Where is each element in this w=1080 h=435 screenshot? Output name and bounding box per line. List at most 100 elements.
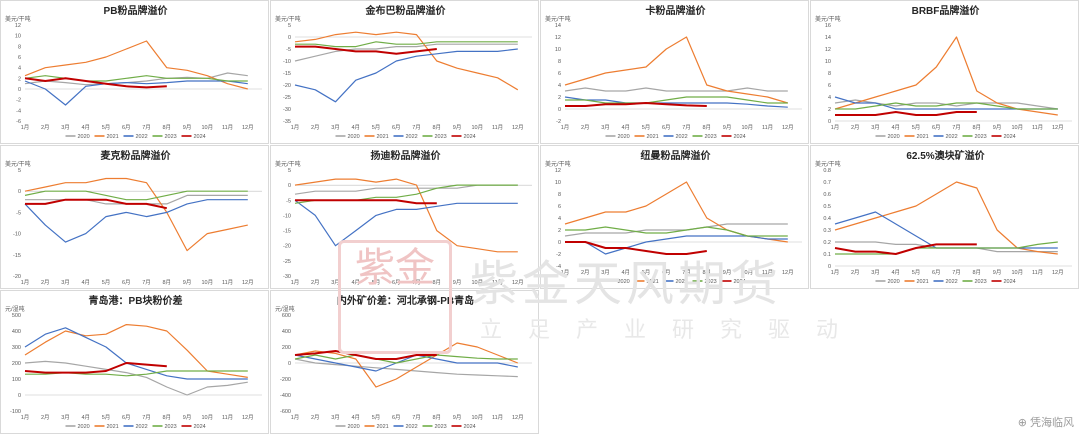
x-tick-label: 8月 — [703, 124, 712, 131]
legend-label-2024: 2024 — [464, 134, 476, 140]
x-tick-label: 2月 — [41, 124, 50, 131]
y-tick-label: -20 — [283, 244, 291, 250]
series-line-2022 — [24, 199, 248, 243]
x-tick-label: 7月 — [412, 279, 421, 286]
y-tick-label: 14 — [555, 23, 561, 29]
x-tick-label: 2月 — [41, 414, 50, 421]
series-line-2023 — [565, 96, 788, 104]
series-line-2024 — [834, 243, 977, 255]
y-tick-label: 2 — [18, 76, 21, 82]
x-tick-label: 8月 — [973, 269, 982, 276]
legend-label-2023: 2023 — [435, 424, 447, 430]
y-tick-label: 14 — [825, 35, 831, 41]
series-line-2021 — [24, 323, 248, 378]
series-line-2022 — [294, 48, 518, 103]
y-tick-label: 0.3 — [823, 228, 831, 234]
x-tick-label: 10月 — [471, 414, 483, 421]
x-tick-label: 10月 — [201, 279, 213, 286]
legend-label-2024: 2024 — [1004, 134, 1016, 140]
y-tick-label: -10 — [13, 232, 21, 238]
chart-title: BRBF品牌溢价 — [912, 4, 981, 17]
y-tick-label: 400 — [282, 329, 291, 335]
y-tick-label: -15 — [283, 229, 291, 235]
x-tick-label: 5月 — [372, 279, 381, 286]
x-tick-label: 5月 — [642, 269, 651, 276]
x-tick-label: 9月 — [183, 124, 192, 131]
x-tick-label: 1月 — [291, 414, 300, 421]
series-line-2022 — [24, 80, 248, 106]
legend-label-2020: 2020 — [348, 134, 360, 140]
legend-label-2021: 2021 — [107, 424, 119, 430]
x-tick-label: 7月 — [412, 414, 421, 421]
legend-label-2023: 2023 — [435, 134, 447, 140]
x-tick-label: 12月 — [1052, 124, 1064, 131]
y-tick-label: 200 — [12, 361, 21, 367]
y-unit-label: 美元/干吨 — [815, 15, 841, 23]
x-tick-label: 10月 — [1011, 124, 1023, 131]
x-tick-label: 5月 — [102, 124, 111, 131]
footer-mark: ⊕ 凭海临风 — [1017, 417, 1074, 429]
y-tick-label: 0 — [18, 189, 21, 195]
y-tick-label: -4 — [556, 264, 561, 270]
y-tick-label: 12 — [555, 168, 561, 174]
chart-title: 青岛港：PB块粉价差 — [89, 294, 183, 307]
series-line-2020 — [564, 223, 788, 237]
chart-panel-9: 青岛港：PB块粉价差 元/湿吨 -100 0 100 200 300 400 500 1月 2月 3月… — [0, 290, 269, 434]
series-line-2024 — [565, 102, 707, 107]
y-tick-label: -5 — [286, 47, 291, 53]
x-tick-label: 10月 — [741, 124, 753, 131]
x-tick-label: 3月 — [331, 279, 340, 286]
y-tick-label: -200 — [280, 377, 291, 383]
series-line-2024 — [24, 77, 167, 89]
y-unit-label: 美元/干吨 — [815, 160, 841, 168]
y-tick-label: -2 — [556, 119, 561, 125]
legend-label-2024: 2024 — [194, 424, 206, 430]
x-tick-label: 4月 — [351, 124, 360, 131]
legend-label-2022: 2022 — [406, 424, 418, 430]
x-tick-label: 7月 — [412, 124, 421, 131]
x-tick-label: 4月 — [621, 124, 630, 131]
x-tick-label: 2月 — [41, 279, 50, 286]
x-tick-label: 5月 — [912, 124, 921, 131]
x-tick-label: 6月 — [122, 414, 131, 421]
series-line-2023 — [295, 41, 518, 48]
legend-label-2021: 2021 — [377, 134, 389, 140]
y-tick-label: 4 — [18, 66, 21, 72]
y-tick-label: 12 — [15, 23, 21, 29]
y-tick-label: 200 — [282, 345, 291, 351]
legend-label-2023: 2023 — [165, 424, 177, 430]
chart-panel-5: 麦克粉品牌溢价 美元/干吨 -20 -15 -10 -5 0 5 1月 2月 3月 4月 5月 6月 7月 8… — [0, 145, 269, 289]
x-tick-label: 2月 — [581, 269, 590, 276]
x-tick-label: 7月 — [682, 124, 691, 131]
x-tick-label: 11月 — [222, 279, 233, 286]
x-tick-label: 8月 — [163, 124, 172, 131]
x-tick-label: 9月 — [453, 124, 462, 131]
y-tick-label: 0 — [558, 240, 561, 246]
y-tick-label: 0 — [828, 119, 831, 125]
y-tick-label: 8 — [828, 71, 831, 77]
x-tick-label: 3月 — [601, 124, 610, 131]
x-tick-label: 11月 — [492, 279, 503, 286]
y-tick-label: 16 — [825, 23, 831, 29]
x-tick-label: 12月 — [512, 414, 524, 421]
x-tick-label: 7月 — [142, 279, 151, 286]
y-tick-label: 12 — [555, 35, 561, 41]
y-tick-label: -5 — [286, 198, 291, 204]
chart-panel-6: 扬迪粉品牌溢价 美元/干吨 -30 -25 -20 -15 -10 -5 0 5 1月 2月 3月 4月 5… — [270, 145, 539, 289]
x-tick-label: 5月 — [102, 279, 111, 286]
y-tick-label: -15 — [283, 71, 291, 77]
x-tick-label: 5月 — [642, 124, 651, 131]
x-tick-label: 1月 — [561, 269, 570, 276]
x-tick-label: 3月 — [61, 124, 70, 131]
x-tick-label: 7月 — [952, 124, 961, 131]
x-tick-label: 9月 — [723, 269, 732, 276]
y-tick-label: 600 — [282, 313, 291, 319]
x-tick-label: 7月 — [142, 124, 151, 131]
x-tick-label: 8月 — [433, 414, 442, 421]
x-tick-label: 1月 — [831, 124, 840, 131]
series-line-2021 — [834, 181, 1058, 255]
series-line-2022 — [294, 199, 518, 247]
